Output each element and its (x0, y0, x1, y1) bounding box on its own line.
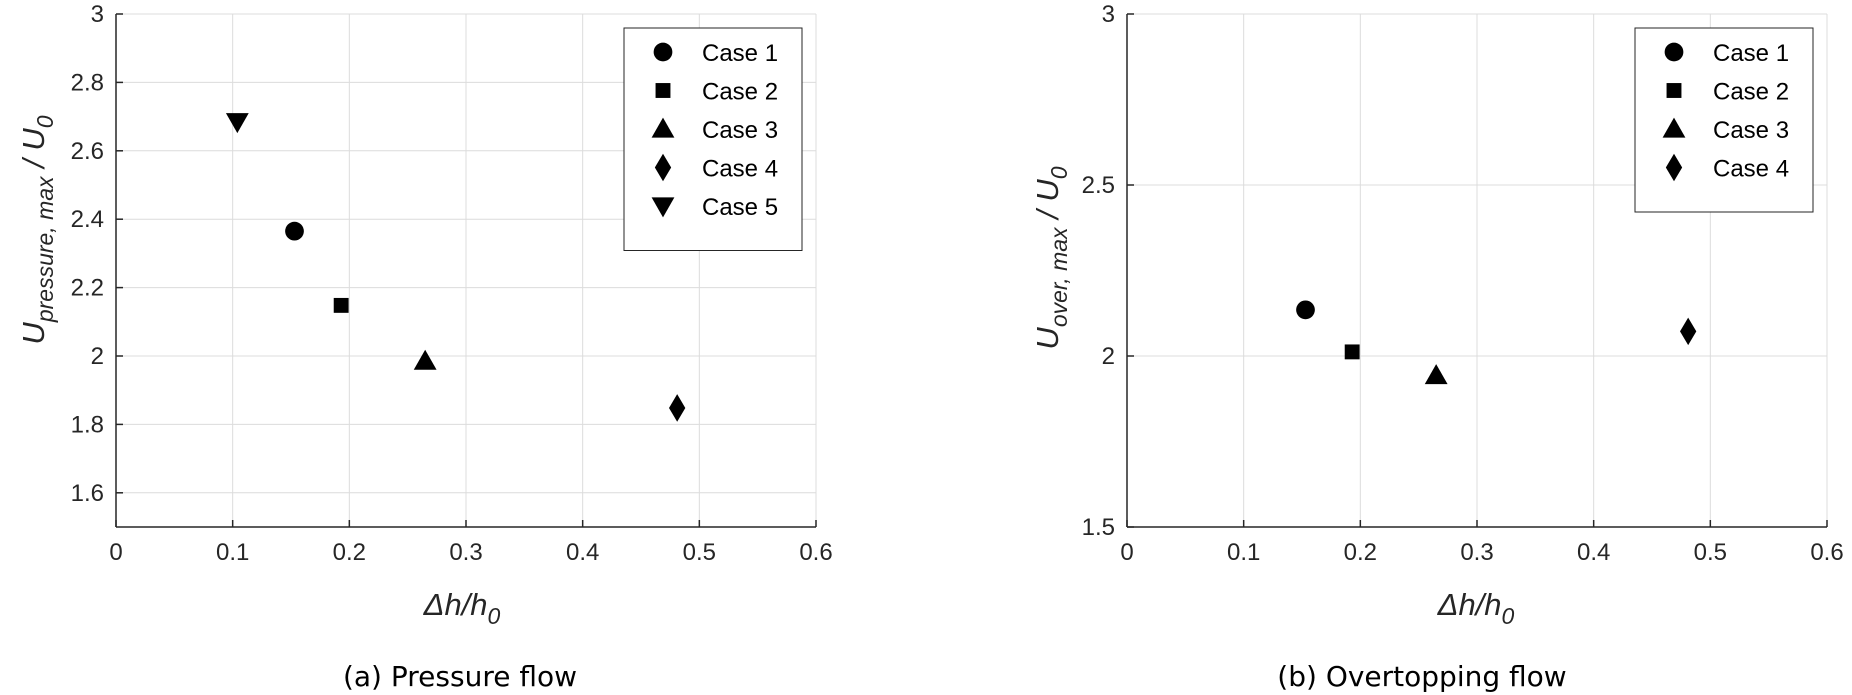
y-tick-label: 1.6 (71, 480, 104, 507)
x-tick-label: 0.1 (216, 539, 249, 566)
y-axis-label: Uover, max / U0 (1030, 166, 1072, 349)
data-point-case-1 (285, 221, 304, 241)
x-tick-label: 0.6 (1810, 539, 1843, 566)
legend-box (1634, 27, 1814, 213)
y-tick-label: 2.6 (71, 138, 104, 165)
legend-marker (655, 83, 671, 98)
legend-marker (651, 197, 675, 218)
legend-label: Case 5 (702, 194, 778, 221)
legend-marker (653, 42, 673, 62)
chart-panel-b: 0 0.1 0.2 0.3 0.4 0.5 0.6 1.5 2 2.5 3 Case 1 Case 2 C… (1030, 1, 1844, 693)
y-tick-label: 2.5 (1082, 172, 1115, 199)
data-point-case-2 (333, 297, 349, 313)
y-tick-label: 2 (1102, 343, 1115, 370)
y-tick-label: 3 (1102, 1, 1115, 28)
x-tick-label: 0.3 (1460, 539, 1493, 566)
legend-label: Case 4 (1713, 156, 1789, 183)
x-tick-label: 0.5 (1694, 539, 1727, 566)
legend-marker (654, 153, 672, 182)
legend-marker (651, 117, 675, 138)
legend-marker (1666, 83, 1682, 98)
data-point-case-2 (1344, 344, 1360, 360)
x-tick-label: 0.4 (1577, 539, 1610, 566)
panel-caption: (b) Overtopping flow (1277, 660, 1566, 693)
legend-box (623, 27, 803, 251)
data-point-case-4 (669, 394, 686, 422)
x-tick-label: 0.4 (566, 539, 599, 566)
legend-marker (1662, 117, 1686, 138)
x-axis-label: Δh/h0 (423, 587, 501, 629)
y-tick-label: 1.5 (1082, 514, 1115, 541)
data-point-case-4 (1680, 317, 1697, 346)
legend-label: Case 1 (1713, 40, 1789, 67)
x-tick-label: 0.1 (1227, 539, 1260, 566)
y-tick-label: 1.8 (71, 411, 104, 438)
legend-label: Case 2 (1713, 79, 1789, 106)
legend-marker (1665, 153, 1683, 182)
chart-panel-a: 0 0.1 0.2 0.3 0.4 0.5 0.6 1.6 1.8 2 2.2 2.4 2.6 2.8 3 C… (16, 1, 833, 693)
y-axis-label: Upressure, max / U0 (16, 115, 58, 344)
x-tick-label: 0.2 (1344, 539, 1377, 566)
x-tick-label: 0 (1120, 539, 1133, 566)
y-tick-label: 2 (91, 343, 104, 370)
legend-label: Case 4 (702, 156, 778, 183)
x-axis-label: Δh/h0 (1437, 587, 1515, 629)
legend-label: Case 3 (702, 117, 778, 144)
data-point-case-5 (225, 113, 249, 134)
y-tick-label: 3 (91, 1, 104, 28)
y-tick-label: 2.8 (71, 69, 104, 96)
data-point-case-1 (1296, 300, 1315, 320)
data-point-case-3 (1424, 364, 1448, 385)
legend-label: Case 1 (702, 40, 778, 67)
x-tick-label: 0.5 (683, 539, 716, 566)
y-tick-label: 2.2 (71, 275, 104, 302)
legend-label: Case 2 (702, 79, 778, 106)
x-tick-label: 0.2 (333, 539, 366, 566)
legend-label: Case 3 (1713, 117, 1789, 144)
x-tick-label: 0 (109, 539, 122, 566)
panel-caption: (a) Pressure flow (343, 660, 577, 693)
x-tick-label: 0.3 (449, 539, 482, 566)
legend-marker (1664, 42, 1684, 62)
data-point-case-3 (413, 349, 437, 370)
x-tick-label: 0.6 (799, 539, 832, 566)
y-tick-label: 2.4 (71, 206, 104, 233)
